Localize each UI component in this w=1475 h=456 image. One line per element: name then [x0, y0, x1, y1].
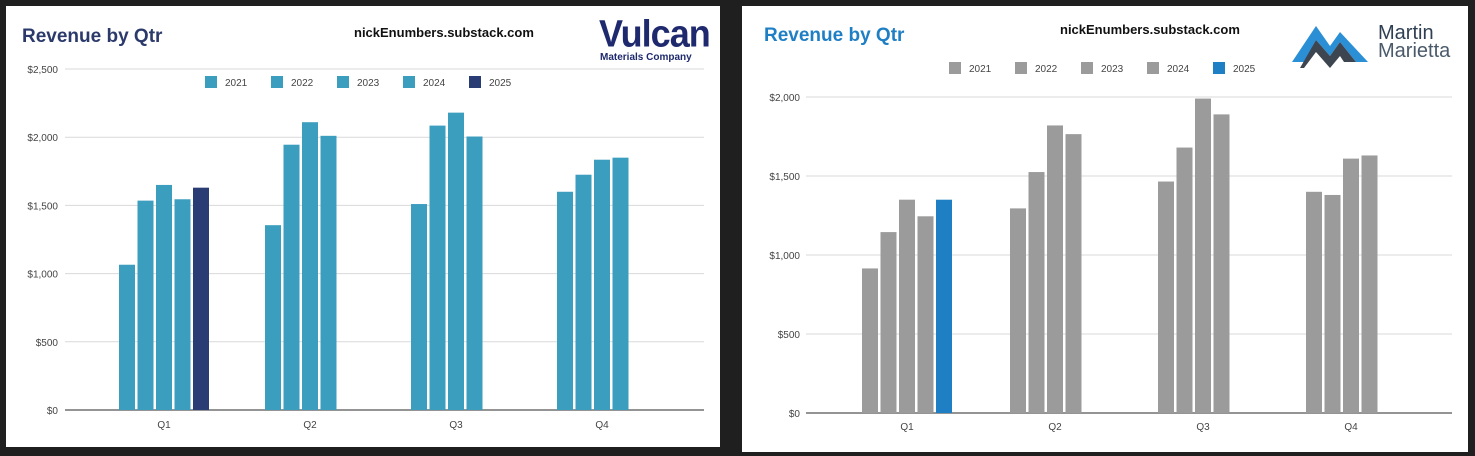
legend-swatch: [205, 76, 217, 88]
vulcan-bar-chart: $0 $500 $1,000 $1,500 $2,000 $2,500 2021 2022 20…: [27, 65, 704, 431]
martin-logo-word: Martin: [1378, 22, 1434, 44]
watermark-text: nickEnumbers.substack.com: [354, 25, 534, 40]
vulcan-logo-word: Vulcan: [599, 11, 711, 55]
x-tick-label: Q2: [1048, 422, 1062, 433]
x-tick-label: Q4: [595, 420, 609, 431]
bar-q3-2024: [1213, 114, 1230, 413]
legend-label: 2021: [969, 64, 992, 75]
x-tick-label: Q3: [449, 420, 463, 431]
y-tick-label: $0: [789, 409, 801, 420]
y-tick-label: $1,000: [27, 270, 58, 281]
bar-q2-2024: [320, 135, 337, 410]
bar-q3-2021: [1158, 181, 1174, 413]
legend-label: 2021: [225, 78, 248, 89]
bar-q2-2022: [1028, 172, 1045, 413]
vulcan-logo: Vulcan Materials Company: [599, 11, 711, 68]
bar-q4-2023: [1343, 158, 1359, 413]
bar-q1-2024: [917, 216, 934, 413]
bar-q1-2022: [880, 232, 897, 413]
x-tick-label: Q1: [157, 420, 171, 431]
y-tick-label: $500: [36, 338, 59, 349]
bar-q1-2025: [193, 187, 209, 410]
watermark-text: nickEnumbers.substack.com: [1060, 22, 1240, 37]
martin-marietta-logo: Martin Marietta: [1290, 12, 1466, 68]
y-tick-label: $2,500: [27, 65, 58, 76]
legend-swatch: [271, 76, 283, 88]
legend-label: 2024: [1167, 64, 1190, 75]
legend-label: 2025: [1233, 64, 1256, 75]
legend-swatch: [469, 76, 481, 88]
y-tick-label: $500: [778, 330, 801, 341]
bar-q4-2024: [1361, 155, 1378, 413]
x-tick-label: Q1: [900, 422, 914, 433]
y-tick-label: $1,500: [769, 172, 800, 183]
bar-q1-2025: [936, 199, 952, 413]
bar-q4-2023: [594, 159, 610, 410]
bar-q1-2022: [137, 200, 154, 410]
y-tick-label: $2,000: [769, 93, 800, 104]
y-tick-label: $0: [47, 406, 59, 417]
y-tick-label: $1,500: [27, 201, 58, 212]
bar-q1-2021: [862, 268, 878, 413]
x-tick-label: Q3: [1196, 422, 1210, 433]
legend-swatch: [337, 76, 349, 88]
bar-q3-2021: [411, 204, 427, 410]
martin-marietta-bar-chart: $0 $500 $1,000 $1,500 $2,000 2021 2022 2023 2024…: [769, 62, 1452, 433]
chart-title: Revenue by Qtr: [22, 26, 163, 47]
x-tick-label: Q4: [1344, 422, 1358, 433]
x-tick-label: Q2: [303, 420, 317, 431]
bar-q4-2022: [1324, 194, 1341, 413]
bar-q2-2023: [302, 122, 318, 411]
bar-q4-2024: [612, 157, 629, 410]
y-tick-label: $1,000: [769, 251, 800, 262]
bar-q2-2021: [265, 225, 281, 410]
bar-q4-2021: [1306, 191, 1322, 413]
legend-label: 2022: [291, 78, 314, 89]
vulcan-chart-panel: Revenue by Qtr nickEnumbers.substack.com…: [6, 6, 720, 447]
legend-swatch: [403, 76, 415, 88]
chart-title: Revenue by Qtr: [764, 25, 905, 46]
mountain-logo-icon: [1292, 26, 1368, 68]
legend-label: 2022: [1035, 64, 1058, 75]
bar-q4-2022: [575, 174, 592, 410]
bar-q3-2023: [1195, 98, 1211, 413]
bar-q4-2021: [557, 191, 573, 410]
bar-q3-2022: [429, 125, 446, 410]
legend-label: 2025: [489, 78, 512, 89]
bar-q2-2024: [1065, 134, 1082, 413]
bar-q3-2022: [1176, 147, 1193, 413]
bar-q3-2024: [466, 136, 483, 410]
bar-q1-2021: [119, 264, 135, 410]
bar-q2-2023: [1047, 125, 1063, 413]
bar-q3-2023: [448, 112, 464, 410]
legend-label: 2024: [423, 78, 446, 89]
legend-label: 2023: [1101, 64, 1124, 75]
legend-swatch: [1081, 62, 1093, 74]
legend-swatch: [949, 62, 961, 74]
legend-swatch: [1213, 62, 1225, 74]
marietta-logo-word: Marietta: [1378, 40, 1451, 62]
bar-q1-2023: [156, 184, 172, 410]
legend-label: 2023: [357, 78, 380, 89]
y-tick-label: $2,000: [27, 133, 58, 144]
bar-q2-2021: [1010, 208, 1026, 413]
legend-swatch: [1015, 62, 1027, 74]
martin-marietta-chart-panel: Revenue by Qtr nickEnumbers.substack.com…: [742, 6, 1468, 452]
bar-q1-2024: [174, 199, 191, 410]
vulcan-logo-subtitle: Materials Company: [600, 52, 692, 63]
legend-swatch: [1147, 62, 1159, 74]
bar-q2-2022: [283, 144, 300, 410]
bar-q1-2023: [899, 199, 915, 413]
